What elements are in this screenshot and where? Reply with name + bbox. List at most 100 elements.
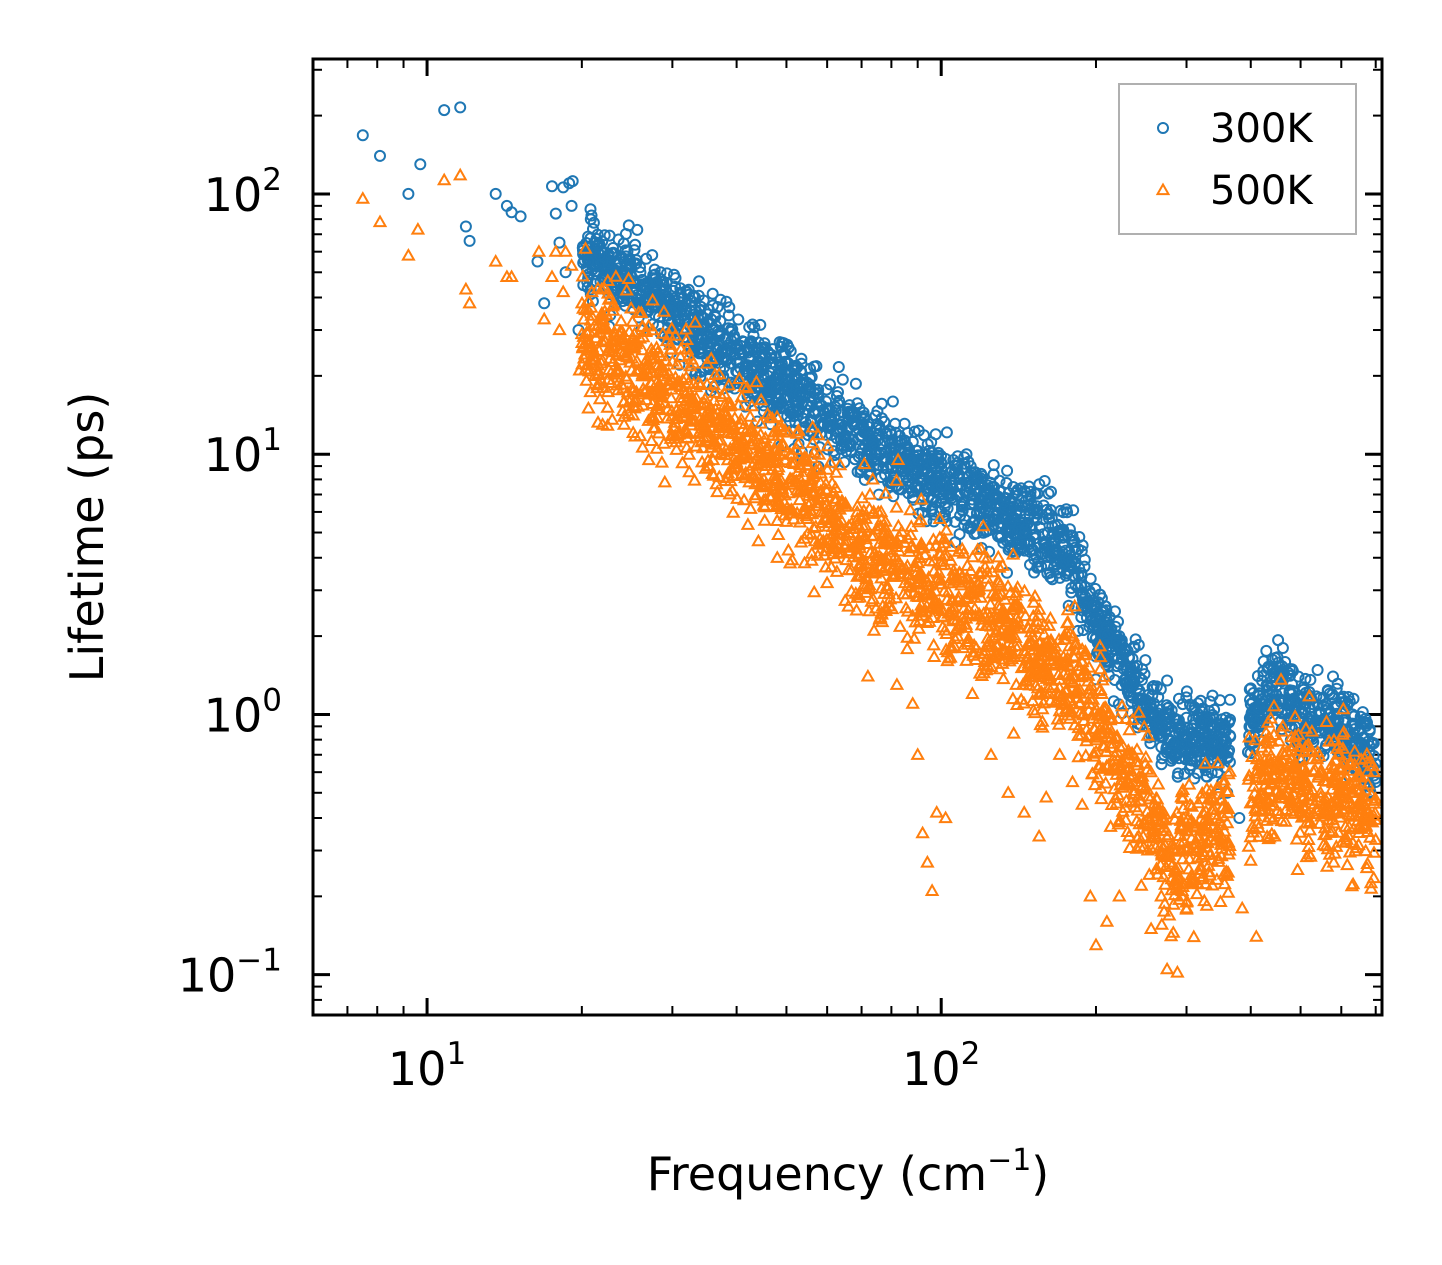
data-point-500k bbox=[789, 442, 804, 455]
data-point-500k bbox=[753, 427, 768, 440]
data-point-500k bbox=[743, 501, 758, 514]
data-point-500k bbox=[679, 440, 694, 453]
data-point-500k bbox=[625, 407, 641, 421]
data-point-500k bbox=[878, 485, 893, 499]
x-tick-label-base: 10 bbox=[902, 1042, 961, 1096]
data-point-500k bbox=[681, 447, 697, 460]
data-point-500k bbox=[1035, 701, 1050, 715]
data-point-300k bbox=[1033, 521, 1046, 534]
data-point-300k bbox=[1123, 651, 1136, 664]
data-point-500k bbox=[619, 348, 634, 362]
data-point-500k bbox=[810, 427, 826, 441]
data-point-300k bbox=[923, 470, 936, 483]
data-point-500k bbox=[1119, 777, 1134, 791]
y-tick-label-base: 10 bbox=[178, 949, 237, 1003]
data-point-500k bbox=[1320, 801, 1335, 815]
data-point-500k bbox=[1248, 732, 1263, 746]
data-point-500k bbox=[976, 658, 992, 671]
data-point-500k bbox=[760, 406, 775, 420]
data-point-300k bbox=[1161, 674, 1174, 687]
data-point-500k bbox=[625, 314, 640, 327]
data-point-500k bbox=[820, 462, 835, 475]
data-point-500k bbox=[622, 324, 637, 337]
data-point-300k bbox=[785, 380, 798, 393]
data-point-500k bbox=[862, 577, 877, 591]
data-point-500k bbox=[619, 346, 634, 359]
data-point-500k bbox=[1152, 816, 1168, 830]
data-point-500k bbox=[1140, 818, 1156, 832]
data-point-300k bbox=[875, 397, 888, 410]
data-point-500k bbox=[657, 474, 673, 488]
data-point-500k bbox=[654, 454, 670, 468]
data-point-500k bbox=[976, 549, 991, 563]
data-point-300k bbox=[1146, 680, 1159, 693]
data-point-500k bbox=[1158, 859, 1174, 872]
data-point-300k bbox=[356, 129, 369, 142]
data-point-500k bbox=[1075, 706, 1091, 719]
data-point-500k bbox=[939, 626, 954, 639]
data-point-500k bbox=[926, 637, 941, 651]
x-tick-labels: 101 102 bbox=[388, 1036, 980, 1096]
data-point-500k bbox=[800, 526, 815, 539]
data-point-500k bbox=[675, 455, 690, 469]
data-point-500k bbox=[878, 603, 893, 616]
data-point-500k bbox=[682, 385, 698, 398]
data-point-500k bbox=[889, 473, 904, 486]
data-point-500k bbox=[934, 603, 950, 616]
data-point-500k bbox=[1363, 881, 1379, 894]
data-point-500k bbox=[687, 314, 703, 328]
data-point-500k bbox=[1204, 792, 1220, 805]
data-point-500k bbox=[1222, 764, 1238, 777]
data-point-500k bbox=[1341, 806, 1357, 820]
data-point-300k bbox=[1263, 682, 1276, 695]
data-point-500k bbox=[1350, 796, 1366, 809]
data-point-500k bbox=[717, 414, 733, 427]
data-point-500k bbox=[1093, 726, 1108, 740]
data-point-500k bbox=[939, 592, 955, 605]
data-point-500k bbox=[857, 456, 872, 470]
data-point-500k bbox=[1303, 787, 1319, 801]
data-point-300k bbox=[708, 308, 721, 321]
data-point-300k bbox=[728, 332, 740, 345]
data-point-500k bbox=[1108, 790, 1123, 804]
data-point-300k bbox=[1224, 713, 1236, 726]
data-point-500k bbox=[873, 559, 888, 573]
data-point-500k bbox=[1336, 724, 1352, 738]
data-point-300k bbox=[925, 446, 938, 459]
data-point-500k bbox=[625, 330, 641, 343]
data-point-500k bbox=[1018, 608, 1033, 622]
data-point-300k bbox=[836, 373, 849, 386]
data-point-500k bbox=[889, 551, 905, 565]
data-point-500k bbox=[1186, 929, 1202, 943]
data-point-500k bbox=[1331, 745, 1347, 759]
data-point-500k bbox=[1093, 661, 1108, 675]
data-point-500k bbox=[1214, 800, 1230, 814]
data-point-500k bbox=[1169, 880, 1184, 894]
data-point-500k bbox=[1340, 857, 1355, 871]
data-point-500k bbox=[1048, 644, 1063, 658]
data-point-500k bbox=[1291, 727, 1306, 740]
x-tick-label: 102 bbox=[902, 1036, 980, 1096]
data-point-300k bbox=[1218, 733, 1231, 746]
data-point-500k bbox=[932, 547, 948, 561]
data-point-500k bbox=[900, 641, 915, 655]
data-point-500k bbox=[1216, 776, 1232, 789]
data-point-500k bbox=[619, 282, 634, 296]
data-point-300k bbox=[1133, 687, 1146, 700]
data-point-500k bbox=[748, 487, 763, 501]
data-point-300k bbox=[454, 101, 467, 114]
data-point-300k bbox=[1067, 536, 1080, 548]
data-point-500k bbox=[807, 533, 823, 547]
data-point-500k bbox=[1259, 813, 1274, 826]
data-point-500k bbox=[819, 575, 835, 589]
data-point-500k bbox=[1119, 762, 1134, 775]
data-point-500k bbox=[635, 439, 650, 453]
data-point-500k bbox=[581, 363, 597, 377]
data-point-300k bbox=[1107, 695, 1120, 708]
data-point-500k bbox=[860, 668, 876, 682]
data-point-500k bbox=[818, 476, 834, 490]
data-point-300k bbox=[966, 516, 979, 529]
data-point-500k bbox=[1093, 649, 1108, 663]
series-500k bbox=[355, 167, 1383, 978]
data-point-500k bbox=[792, 471, 808, 484]
